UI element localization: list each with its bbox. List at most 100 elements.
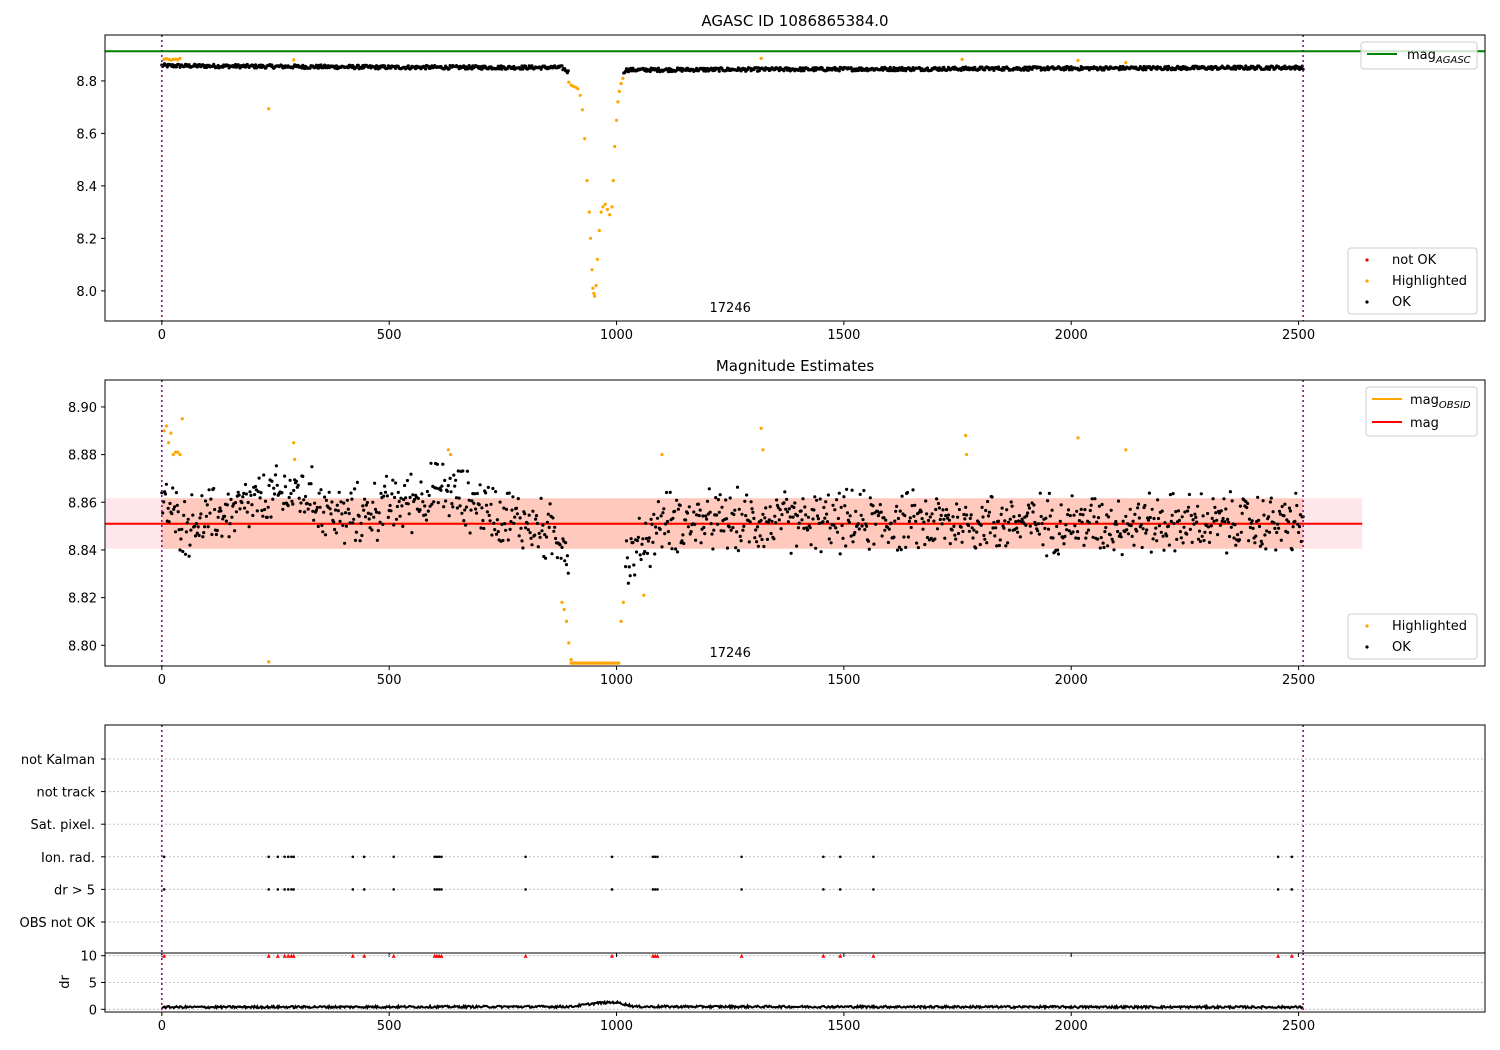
ok-point bbox=[868, 496, 872, 500]
ok-point bbox=[954, 537, 958, 541]
highlighted-point bbox=[562, 607, 566, 612]
ok-point bbox=[889, 521, 893, 525]
flag-point bbox=[653, 888, 657, 891]
ok-point bbox=[394, 517, 399, 521]
ok-point bbox=[441, 462, 445, 466]
ok-point bbox=[780, 513, 784, 517]
ok-point bbox=[844, 544, 848, 548]
ok-point bbox=[1213, 505, 1217, 509]
highlighted-point bbox=[619, 81, 623, 86]
ok-point bbox=[502, 506, 506, 510]
ok-point bbox=[817, 521, 821, 526]
ok-point bbox=[1207, 540, 1212, 545]
ok-point bbox=[1076, 536, 1081, 541]
y-tick-label: 8.82 bbox=[68, 592, 97, 607]
ok-point bbox=[841, 536, 845, 541]
ok-point bbox=[1273, 526, 1277, 531]
highlighted-point bbox=[610, 205, 614, 209]
ok-point bbox=[411, 493, 415, 497]
ok-point bbox=[491, 486, 495, 491]
flag-point bbox=[290, 888, 293, 891]
ok-point bbox=[661, 511, 665, 515]
highlighted-point bbox=[580, 108, 585, 112]
ok-point bbox=[759, 518, 763, 523]
x-tick-label: 0 bbox=[158, 328, 166, 343]
ok-point bbox=[516, 497, 520, 501]
ok-point bbox=[1017, 514, 1022, 518]
ok-point bbox=[1275, 530, 1279, 535]
x-tick-label: 2000 bbox=[1055, 328, 1088, 343]
highlighted-point bbox=[569, 658, 573, 662]
dr-clipped-marker bbox=[362, 953, 367, 958]
ok-point bbox=[454, 478, 458, 482]
ok-point bbox=[415, 507, 419, 511]
ok-point bbox=[1120, 553, 1124, 557]
flag-point bbox=[610, 888, 614, 891]
ok-point bbox=[887, 527, 891, 531]
ok-point bbox=[739, 539, 743, 543]
ok-point bbox=[987, 510, 992, 514]
ok-point bbox=[452, 473, 456, 477]
ok-point bbox=[1296, 522, 1300, 526]
ok-point bbox=[401, 524, 405, 529]
x-tick-label: 1500 bbox=[827, 328, 860, 343]
ok-point bbox=[1126, 532, 1131, 536]
ok-point bbox=[538, 535, 542, 540]
highlighted-point bbox=[583, 137, 587, 141]
ok-point bbox=[511, 495, 515, 499]
ok-point bbox=[176, 510, 180, 514]
ok-point bbox=[718, 493, 722, 497]
ok-point bbox=[1251, 526, 1255, 531]
ok-point bbox=[878, 503, 882, 507]
ok-point bbox=[168, 501, 172, 506]
ok-point bbox=[775, 503, 780, 507]
ok-point bbox=[480, 506, 484, 510]
ok-point bbox=[429, 461, 433, 465]
ok-point bbox=[717, 69, 721, 73]
ok-point bbox=[446, 484, 450, 488]
ok-point bbox=[946, 513, 951, 517]
ok-point bbox=[1156, 516, 1161, 521]
ok-point bbox=[1212, 519, 1216, 523]
panel-agasc-axes: 0 500 1000 1500 2000 2500 8.0 8.2 8.4 8.6 8.8 bbox=[76, 75, 1315, 343]
ok-point bbox=[717, 510, 721, 514]
ok-point bbox=[521, 546, 525, 550]
ok-point bbox=[1090, 497, 1094, 501]
ok-point bbox=[262, 473, 266, 477]
ok-point bbox=[1161, 534, 1165, 538]
ok-point bbox=[207, 488, 211, 492]
ok-point bbox=[1137, 516, 1141, 520]
ok-point bbox=[560, 64, 564, 68]
ok-point bbox=[1086, 528, 1091, 532]
highlighted-point bbox=[591, 286, 595, 290]
highlighted-point bbox=[759, 56, 763, 61]
ok-point bbox=[1101, 541, 1105, 545]
ok-point bbox=[465, 469, 469, 473]
dr-clipped-marker bbox=[275, 953, 280, 958]
ok-point bbox=[395, 504, 399, 509]
ok-point bbox=[296, 483, 300, 487]
ok-point bbox=[427, 493, 431, 497]
y-tick-label: 8.8 bbox=[76, 75, 97, 90]
flag-point bbox=[351, 855, 355, 859]
ok-point bbox=[456, 469, 460, 473]
flag-row-label: OBS not OK bbox=[20, 916, 96, 931]
highlighted-point bbox=[603, 202, 607, 206]
ok-point bbox=[839, 505, 843, 509]
ok-point bbox=[1192, 67, 1196, 71]
ok-point bbox=[1278, 512, 1282, 516]
ok-point bbox=[1159, 530, 1163, 534]
flag-point bbox=[1276, 855, 1280, 859]
ok-point bbox=[404, 496, 408, 500]
ok-point bbox=[372, 515, 376, 519]
ok-point bbox=[804, 513, 808, 517]
ok-point bbox=[253, 493, 257, 497]
ok-point bbox=[1301, 67, 1305, 71]
ok-point bbox=[1195, 520, 1199, 524]
ok-point bbox=[635, 539, 640, 543]
ok-point bbox=[952, 524, 956, 529]
ok-point bbox=[900, 494, 904, 498]
panel-mag-estimates: Magnitude Estimates 0 500 1000 1500 2000 2500… bbox=[68, 357, 1486, 688]
ok-point bbox=[1198, 539, 1202, 544]
ok-point bbox=[364, 503, 368, 507]
